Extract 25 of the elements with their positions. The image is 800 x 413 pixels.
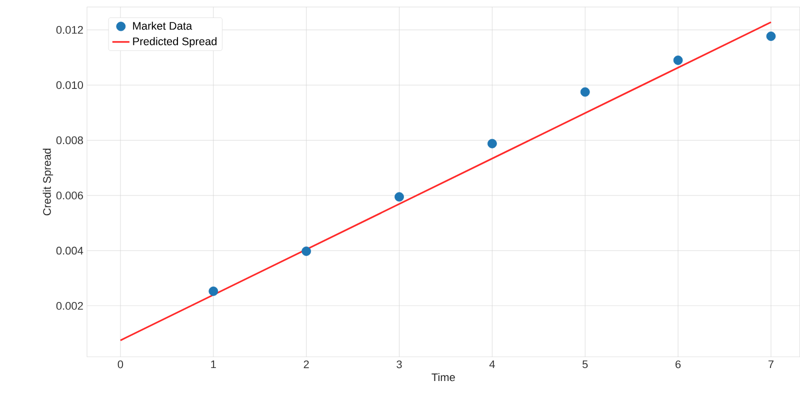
point xyxy=(394,192,404,202)
point xyxy=(766,32,776,41)
legend-label: Market Data xyxy=(133,22,192,30)
point xyxy=(302,246,312,256)
point xyxy=(208,286,218,296)
x-tick-label: 2 xyxy=(304,360,309,368)
y-tick-label: 0.008 xyxy=(56,136,83,144)
x-tick-label: 0 xyxy=(118,360,124,368)
y-axis-title: Credit Spread xyxy=(42,148,54,216)
y-tick-label: 0.004 xyxy=(56,246,84,255)
point xyxy=(487,138,497,148)
y-tick-label: 0.006 xyxy=(56,192,83,200)
x-tick-label: 5 xyxy=(582,360,588,368)
legend-label: Predicted Spread xyxy=(133,37,216,48)
y-tick-label: 0.012 xyxy=(56,26,83,34)
x-tick-label: 7 xyxy=(768,360,774,368)
point xyxy=(673,56,683,66)
y-tick-label: 0.002 xyxy=(56,302,83,310)
x-tick-label: 6 xyxy=(676,360,681,368)
x-tick-label: 1 xyxy=(211,360,216,368)
y-tick-label: 0.010 xyxy=(56,81,84,90)
x-tick-label: 4 xyxy=(489,360,495,368)
x-axis-title: Time xyxy=(432,373,455,382)
x-tick-label: 3 xyxy=(396,360,402,368)
point xyxy=(580,87,590,97)
